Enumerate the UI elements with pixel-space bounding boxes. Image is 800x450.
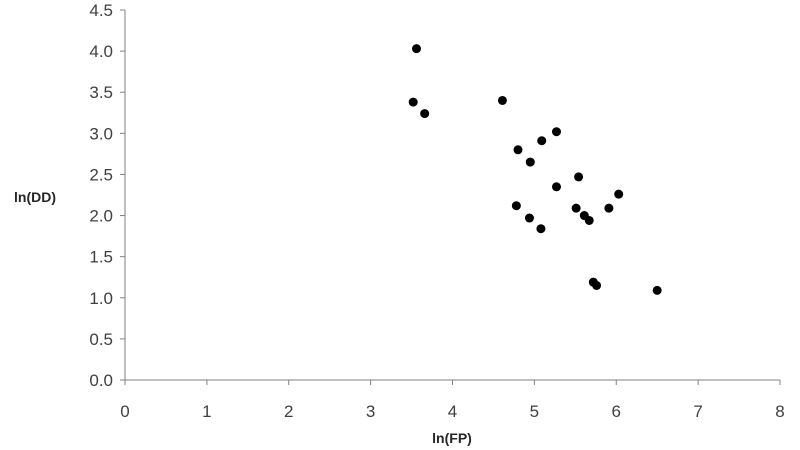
y-tick-label: 0.5 — [89, 330, 113, 349]
y-tick-label: 4.0 — [89, 42, 113, 61]
x-tick-label: 4 — [448, 402, 457, 421]
y-tick-label: 0.0 — [89, 371, 113, 390]
data-point — [571, 203, 581, 213]
data-point — [497, 95, 507, 105]
data-point — [408, 97, 418, 107]
y-tick-label: 1.5 — [89, 248, 113, 267]
data-point — [525, 157, 535, 167]
x-tick-label: 6 — [612, 402, 621, 421]
data-point — [551, 127, 561, 137]
data-point — [604, 203, 614, 213]
data-point — [524, 213, 534, 223]
x-axis: 0 1 2 3 4 5 6 7 8 — [120, 379, 785, 421]
data-point — [592, 280, 602, 290]
y-tick-label: 1.0 — [89, 289, 113, 308]
y-tick-label: 2.5 — [89, 165, 113, 184]
data-point — [411, 44, 421, 54]
x-tick-label: 3 — [366, 402, 375, 421]
x-tick-label: 8 — [775, 402, 784, 421]
data-point — [511, 201, 521, 211]
y-tick-label: 4.5 — [89, 1, 113, 20]
x-tick-label: 2 — [284, 402, 293, 421]
data-point — [614, 189, 624, 199]
x-tick-label: 0 — [120, 402, 129, 421]
data-point — [584, 215, 594, 225]
y-tick-label: 3.0 — [89, 124, 113, 143]
y-axis: 0.0 0.5 1.0 1.5 2.0 2.5 3.0 3.5 4.0 4.5 — [89, 1, 126, 390]
data-point — [551, 182, 561, 192]
y-axis-title: ln(DD) — [14, 189, 56, 205]
data-point — [420, 109, 430, 119]
data-point — [574, 172, 584, 182]
data-point — [652, 285, 662, 295]
x-tick-label: 1 — [202, 402, 211, 421]
x-tick-label: 7 — [693, 402, 702, 421]
x-axis-title: ln(FP) — [432, 430, 472, 446]
data-points — [408, 44, 662, 295]
data-point — [537, 136, 547, 146]
y-tick-label: 3.5 — [89, 83, 113, 102]
data-point — [536, 224, 546, 234]
y-tick-label: 2.0 — [89, 207, 113, 226]
x-tick-label: 5 — [530, 402, 539, 421]
data-point — [513, 145, 523, 155]
